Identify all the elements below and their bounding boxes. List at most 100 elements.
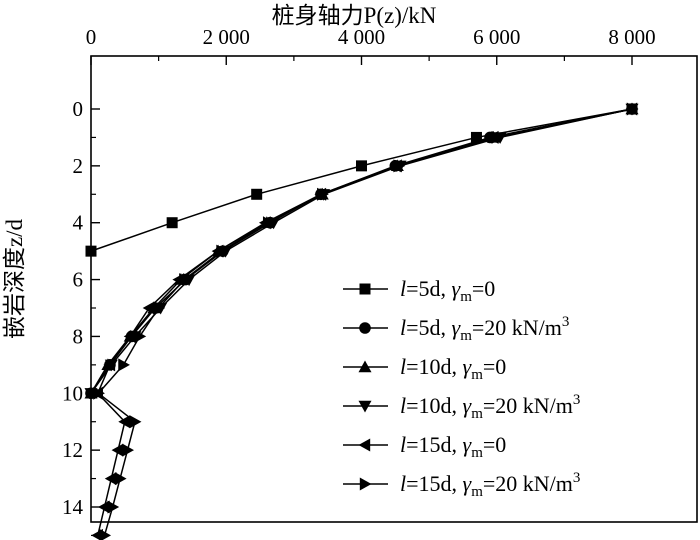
data-point — [118, 415, 131, 429]
series-line — [90, 108, 633, 394]
legend-label-part: γ — [446, 276, 462, 301]
legend-label-part: l — [400, 315, 406, 340]
data-point — [98, 500, 110, 514]
y-tick-label: 8 — [73, 324, 84, 348]
legend-label: l=10d, γm=0 — [400, 354, 506, 383]
legend-entry: l=10d, γm=20 kN/m3 — [343, 392, 580, 422]
data-point — [251, 188, 263, 200]
data-point — [166, 217, 178, 229]
legend-label-part: m — [471, 484, 483, 500]
legend-label-sup: 3 — [573, 470, 581, 486]
series-4 — [84, 103, 639, 400]
legend-label-part: =15d, — [406, 471, 457, 496]
data-point — [179, 273, 191, 287]
data-point — [142, 301, 155, 315]
legend-label-part: l — [400, 354, 406, 379]
data-point — [111, 443, 124, 457]
data-point — [107, 500, 120, 514]
legend-entry: l=5d, γm=0 — [343, 276, 495, 305]
y-tick-label: 0 — [73, 97, 84, 121]
y-tick-label: 6 — [73, 268, 84, 292]
legend-label-part: =0 — [472, 276, 495, 301]
legend-label-part: m — [471, 445, 483, 461]
data-point — [153, 301, 166, 315]
data-point — [129, 415, 142, 429]
data-point — [122, 443, 135, 457]
legend-marker — [359, 283, 371, 295]
legend-label-part: =20 kN/m — [483, 471, 573, 496]
legend-label-part: l — [400, 471, 406, 496]
series-2 — [85, 103, 638, 400]
legend-label-part: γ — [446, 315, 462, 340]
y-tick-label: 12 — [62, 438, 83, 462]
legend-label: l=5d, γm=20 kN/m3 — [400, 314, 569, 344]
legend: l=5d, γm=0l=5d, γm=20 kN/m3l=10d, γm=0l=… — [343, 276, 580, 500]
data-point — [85, 245, 97, 257]
legend-label-part: =0 — [483, 354, 506, 379]
legend-label-sup: 3 — [562, 314, 570, 330]
x-tick-label: 2 000 — [203, 25, 250, 49]
legend-entry: l=15d, γm=20 kN/m3 — [343, 470, 580, 500]
axes: 0 2 000 4 000 6 000 8 000 0 2 4 6 8 10 12 14 桩身轴力P(z)… — [2, 3, 698, 537]
series-line — [90, 108, 633, 394]
data-point — [216, 244, 229, 258]
legend-label-part: =20 kN/m — [472, 315, 562, 340]
legend-label: l=15d, γm=0 — [400, 432, 506, 461]
data-point — [104, 472, 117, 486]
legend-label: l=10d, γm=20 kN/m3 — [400, 392, 580, 422]
plot-frame — [90, 55, 698, 523]
series-layer — [84, 102, 639, 540]
data-point — [114, 472, 127, 486]
x-tick-label: 4 000 — [338, 25, 385, 49]
legend-label-part: m — [460, 328, 472, 344]
legend-label-part: γ — [457, 471, 473, 496]
legend-label-part: =5d, — [406, 276, 446, 301]
legend-label: l=15d, γm=20 kN/m3 — [400, 470, 580, 500]
legend-label-part: l — [400, 276, 406, 301]
legend-label-part: =15d, — [406, 432, 457, 457]
legend-label-part: γ — [457, 432, 473, 457]
data-point — [626, 102, 639, 116]
data-point — [103, 358, 116, 372]
x-tick-label: 6 000 — [473, 25, 520, 49]
legend-label-part: l — [400, 393, 406, 418]
legend-marker — [358, 438, 371, 452]
legend-entry: l=15d, γm=0 — [343, 432, 506, 461]
y-tick-label: 14 — [62, 495, 84, 519]
series-line — [90, 108, 633, 394]
legend-entry: l=10d, γm=0 — [343, 354, 506, 383]
data-point — [356, 160, 367, 172]
y-axis-title: 嵌岩深度z/d — [2, 218, 27, 339]
data-point — [393, 159, 406, 173]
x-tick-label: 0 — [86, 25, 97, 49]
legend-label-sup: 3 — [573, 392, 581, 408]
legend-marker — [358, 360, 372, 373]
legend-label-part: γ — [457, 354, 473, 379]
y-tick-label: 10 — [62, 381, 83, 405]
legend-label-part: =0 — [483, 432, 506, 457]
series-line — [97, 108, 633, 536]
legend-marker — [359, 322, 371, 334]
series-6 — [93, 102, 639, 540]
legend-entry: l=5d, γm=20 kN/m3 — [343, 314, 569, 344]
y-tick-label: 2 — [73, 154, 84, 178]
series-3 — [84, 102, 639, 399]
x-tick-label: 8 000 — [608, 25, 655, 49]
data-point — [134, 329, 147, 343]
legend-marker — [359, 477, 372, 491]
y-tick-label: 4 — [73, 211, 84, 235]
x-axis-title: 桩身轴力P(z)/kN — [272, 3, 437, 28]
data-point — [491, 130, 504, 144]
legend-label-part: =10d, — [406, 354, 457, 379]
data-point — [99, 528, 112, 540]
legend-label-part: m — [460, 289, 472, 305]
legend-marker — [358, 400, 372, 413]
legend-label-part: m — [471, 406, 483, 422]
legend-label-part: γ — [457, 393, 473, 418]
data-point — [262, 216, 275, 230]
legend-label-part: =5d, — [406, 315, 446, 340]
legend-label-part: m — [471, 367, 483, 383]
data-point — [118, 358, 130, 372]
legend-label-part: l — [400, 432, 406, 457]
